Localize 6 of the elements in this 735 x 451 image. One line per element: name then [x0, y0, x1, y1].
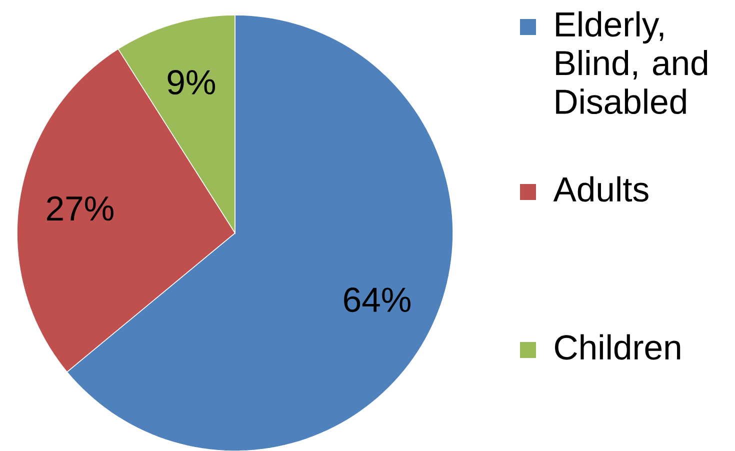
legend-label: Children: [555, 334, 680, 360]
legend-label: Elderly, Blind, and Disabled: [556, 11, 708, 114]
data-label: 9%: [168, 70, 216, 95]
data-label: 27%: [47, 196, 114, 221]
data-label: 64%: [344, 288, 410, 312]
legend-label: Adults: [553, 176, 648, 202]
